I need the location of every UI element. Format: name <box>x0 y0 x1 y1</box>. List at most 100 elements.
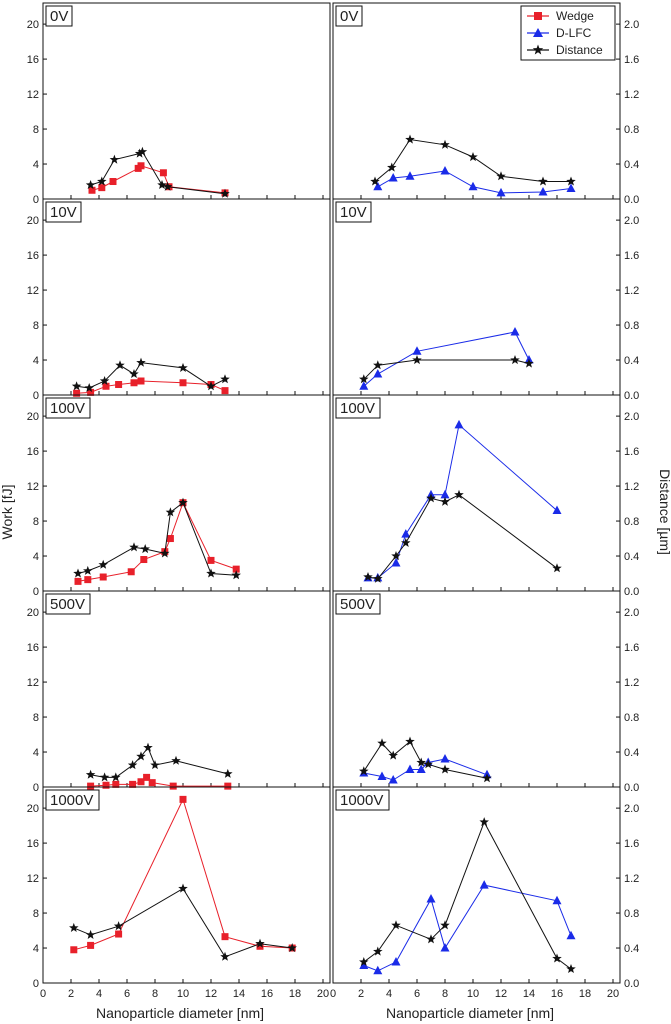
y-left-tick-label: 4 <box>33 943 39 955</box>
panel-10V-distance: 0.0 0.4 0.8 1.2 1.6 2.0 10V <box>332 198 639 402</box>
point-distance <box>69 922 79 932</box>
x-axis-label-right: Nanoparticle diameter [nm] <box>386 1005 554 1021</box>
point-distance <box>370 176 380 186</box>
panel-label: 0V <box>340 8 358 25</box>
y-left-tick-label: 20 <box>27 607 39 619</box>
y-right-tick-label: 0.0 <box>624 390 639 402</box>
point-distance <box>482 773 492 783</box>
y-right-tick-label: 2.0 <box>624 19 639 31</box>
x-tick-label: 14 <box>523 988 535 1000</box>
y-left-tick-label: 20 <box>27 411 39 423</box>
series-line-wedge <box>73 798 293 951</box>
panel-label: 500V <box>50 596 85 613</box>
point-wedge <box>127 568 135 576</box>
x-axis-label-left: Nanoparticle diameter [nm] <box>96 1005 264 1021</box>
point-distance <box>391 551 401 561</box>
y-left-tick-label: 20 <box>27 803 39 815</box>
panel-label-box <box>45 397 91 419</box>
point-distance <box>115 360 125 370</box>
point-distance <box>373 573 383 583</box>
point-dlfc <box>405 171 415 180</box>
y-right-tick-label: 0.0 <box>624 978 639 990</box>
panel-1000V-work: 0 2 4 6 8 10 12 14 16 18 20 0 4 8 12 16 20 1000V <box>27 786 331 1000</box>
y-right-tick-label: 0.4 <box>624 747 639 759</box>
panel-label: 1000V <box>50 792 93 809</box>
panel-label: 100V <box>50 400 85 417</box>
legend-wedge-label: Wedge <box>556 9 594 23</box>
point-distance <box>510 355 520 365</box>
y-right-tick-label: 0.4 <box>624 159 639 171</box>
panel-frame <box>42 198 331 396</box>
point-dlfc <box>538 187 548 196</box>
point-distance <box>99 376 110 386</box>
x-tick-label: 12 <box>495 988 507 1000</box>
legend-distance-marker <box>532 44 544 55</box>
point-dlfc <box>440 489 450 499</box>
series-line-dlfc <box>363 884 572 972</box>
x-tick-label: 18 <box>579 988 591 1000</box>
point-distance <box>129 369 139 379</box>
y-right-tick-label: 1.2 <box>624 873 639 885</box>
y-left-tick-label: 12 <box>27 873 39 885</box>
point-distance <box>84 383 94 393</box>
panel-frame <box>332 394 621 592</box>
point-distance <box>255 938 265 948</box>
y-left-tick-label: 8 <box>33 516 39 528</box>
y-left-tick-label: 0 <box>33 978 39 990</box>
panel-label: 100V <box>340 400 375 417</box>
y-left-tick-label: 0 <box>33 194 39 206</box>
panel-frame <box>332 590 621 788</box>
point-dlfc <box>405 764 415 774</box>
point-wedge <box>166 535 174 543</box>
point-wedge <box>98 184 106 192</box>
point-dlfc <box>496 187 506 197</box>
panel-label-box <box>335 201 372 223</box>
point-distance <box>377 738 387 748</box>
y-right-tick-label: 1.2 <box>624 89 639 101</box>
y-left-tick-label: 0 <box>33 586 39 598</box>
y-right-tick-label: 1.2 <box>624 677 639 689</box>
point-dlfc <box>373 965 383 975</box>
point-distance <box>206 381 216 391</box>
y-left-tick-label: 12 <box>27 677 39 689</box>
panel-label: 10V <box>340 204 367 221</box>
point-distance <box>412 355 422 365</box>
point-distance <box>97 176 107 186</box>
x-tick-label: 2 <box>68 988 74 1000</box>
point-distance <box>178 883 188 893</box>
y-right-tick-label: 0.0 <box>624 194 639 206</box>
series-line-dlfc <box>363 331 530 387</box>
point-distance <box>287 943 297 953</box>
y-right-tick-label: 2.0 <box>624 411 639 423</box>
y-left-tick-label: 8 <box>33 712 39 724</box>
point-dlfc <box>388 775 398 784</box>
point-distance <box>136 357 146 367</box>
legend-distance-label: Distance <box>556 43 603 57</box>
point-dlfc <box>359 960 369 970</box>
series-line-distance <box>363 820 572 970</box>
panel-label-box <box>45 593 91 615</box>
point-dlfc <box>426 894 436 903</box>
panel-1000V-distance: 0 2 4 6 8 10 12 14 16 18 20 0.0 0.4 0.8 1.2 1.6 2.0 1000V <box>330 786 639 1000</box>
y-left-tick-label: 4 <box>33 747 39 759</box>
point-distance <box>426 493 436 503</box>
y-right-tick-label: 1.6 <box>624 838 639 850</box>
point-distance <box>143 742 153 752</box>
point-wedge <box>256 942 264 950</box>
point-wedge <box>159 169 167 177</box>
panel-500V-work: 0 4 8 12 16 20 500V <box>27 590 331 794</box>
point-dlfc <box>377 771 387 781</box>
legend: Wedge D-LFC Distance <box>520 5 616 61</box>
point-distance <box>85 180 96 190</box>
panel-frame <box>332 786 621 984</box>
panels-layer: 0481216200V0.00.40.81.21.62.00V048121620… <box>27 2 639 1000</box>
point-wedge <box>112 780 120 788</box>
point-distance <box>552 563 562 573</box>
point-wedge <box>129 780 137 788</box>
point-distance <box>468 152 478 162</box>
point-dlfc <box>412 346 422 355</box>
point-distance <box>178 497 188 507</box>
y-right-tick-label: 0.4 <box>624 355 639 367</box>
point-dlfc <box>566 183 576 193</box>
